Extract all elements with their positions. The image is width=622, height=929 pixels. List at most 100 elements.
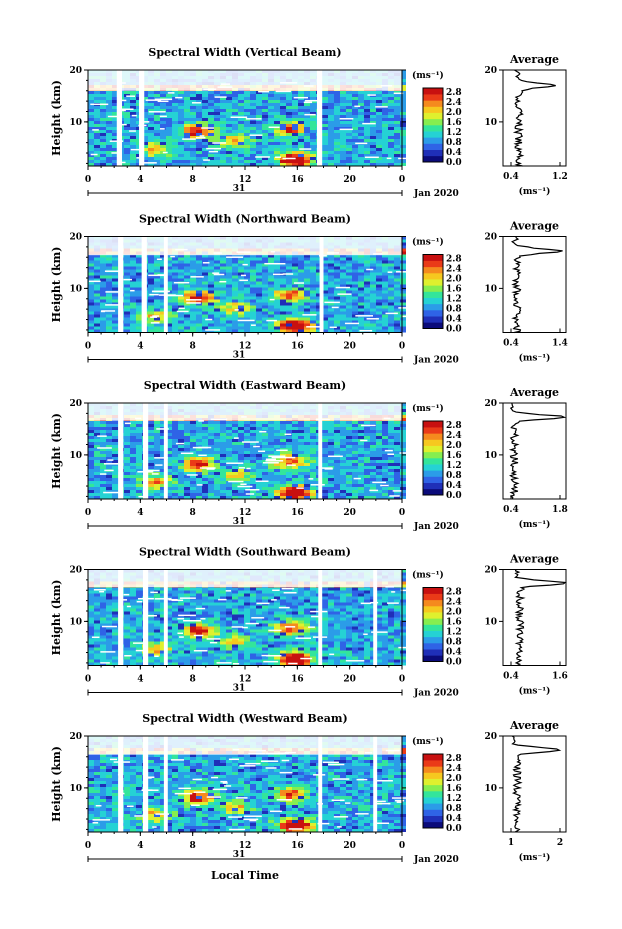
heatmap-cell <box>226 136 232 139</box>
heatmap-cell <box>340 451 346 454</box>
heatmap-cell <box>268 457 274 460</box>
heatmap-cell <box>250 463 256 466</box>
heatmap-cell <box>328 308 334 312</box>
heatmap-cell <box>112 454 118 457</box>
heatmap-cell <box>304 299 310 303</box>
heatmap-cell <box>88 284 94 288</box>
heatmap-cell <box>364 100 370 103</box>
heatmap-cell <box>148 445 154 448</box>
heatmap-cell <box>346 421 352 424</box>
heatmap-cell <box>190 460 196 463</box>
heatmap-cell <box>190 118 196 121</box>
heatmap-cell <box>148 97 154 100</box>
heatmap-cell <box>250 269 256 273</box>
heatmap-cell <box>124 121 130 124</box>
heatmap-cell <box>334 287 340 291</box>
heatmap-cell <box>292 278 298 282</box>
heatmap-cell <box>328 448 334 451</box>
heatmap-cell <box>256 320 262 324</box>
heatmap-cell <box>190 451 196 454</box>
heatmap-cell <box>244 269 250 273</box>
heatmap-cell <box>196 130 202 133</box>
heatmap-cell <box>196 430 202 433</box>
heatmap-cell <box>388 272 394 276</box>
heatmap-cell <box>262 103 268 106</box>
heatmap-cell <box>280 148 286 151</box>
heatmap-cell <box>364 308 370 312</box>
heatmap-cell <box>190 439 196 442</box>
heatmap-cell <box>172 100 178 103</box>
heatmap-cell <box>370 448 376 451</box>
heatmap-cell <box>88 278 94 282</box>
heatmap-cell <box>226 308 232 312</box>
heatmap-cell <box>136 139 142 142</box>
heatmap-cell <box>232 112 238 115</box>
heatmap-cell <box>100 317 106 321</box>
heatmap-cell <box>220 302 226 306</box>
heatmap-cell <box>334 275 340 279</box>
heatmap-cell <box>250 472 256 475</box>
heatmap-cell <box>334 299 340 303</box>
heatmap-cell <box>388 302 394 306</box>
heatmap-cell <box>304 139 310 142</box>
heatmap-cell <box>100 275 106 279</box>
heatmap-cell <box>256 448 262 451</box>
heatmap-cell <box>214 469 220 472</box>
heatmap-cell <box>190 139 196 142</box>
heatmap-cell <box>130 142 136 145</box>
heatmap-cell <box>214 284 220 288</box>
heatmap-cell <box>190 260 196 264</box>
heatmap-cell <box>358 460 364 463</box>
heatmap-cell <box>154 148 160 151</box>
heatmap-cell <box>328 145 334 148</box>
heatmap-cell <box>136 275 142 279</box>
heatmap-cell <box>382 427 388 430</box>
heatmap-cell <box>268 254 274 258</box>
heatmap-cell <box>370 451 376 454</box>
colorbar-frame <box>422 254 444 329</box>
data-gap-speck <box>88 280 101 283</box>
heatmap-cell <box>202 281 208 285</box>
heatmap-cell <box>244 136 250 139</box>
heatmap-cell <box>394 121 400 124</box>
heatmap-cell <box>322 142 328 145</box>
data-gap-speck <box>90 153 98 156</box>
heatmap-cell <box>268 311 274 315</box>
heatmap-cell <box>244 266 250 270</box>
heatmap-cell <box>286 106 292 109</box>
heatmap-cell <box>172 472 178 475</box>
heatmap-cell <box>328 257 334 261</box>
heatmap-cell <box>130 260 136 264</box>
heatmap-cell <box>208 269 214 273</box>
heatmap-cell <box>304 136 310 139</box>
heatmap-cell <box>106 466 112 469</box>
heatmap-cell <box>358 320 364 324</box>
heatmap-cell <box>148 160 154 163</box>
heatmap-cell <box>250 314 256 318</box>
heatmap-cell <box>304 254 310 258</box>
heatmap-cell <box>184 109 190 112</box>
heatmap-cell <box>364 269 370 273</box>
heatmap-cell <box>376 469 382 472</box>
heatmap-cell <box>196 94 202 97</box>
data-gap-speck <box>121 99 127 102</box>
heatmap-cell <box>256 311 262 315</box>
heatmap-cell <box>334 163 340 166</box>
heatmap-cell <box>196 269 202 273</box>
heatmap-cell <box>262 94 268 97</box>
heatmap-cell <box>316 281 322 285</box>
heatmap-cell <box>400 88 406 91</box>
heatmap-cell <box>208 302 214 306</box>
heatmap-cell <box>310 163 316 166</box>
heatmap-cell <box>100 293 106 297</box>
heatmap-cell <box>208 266 214 270</box>
heatmap-cell <box>280 139 286 142</box>
heatmap-cell <box>226 257 232 261</box>
heatmap-cell <box>268 293 274 297</box>
heatmap-cell <box>400 290 406 294</box>
heatmap-cell <box>262 266 268 270</box>
heatmap-cell <box>358 424 364 427</box>
heatmap-cell <box>364 154 370 157</box>
heatmap-cell <box>166 448 172 451</box>
heatmap-cell <box>328 148 334 151</box>
